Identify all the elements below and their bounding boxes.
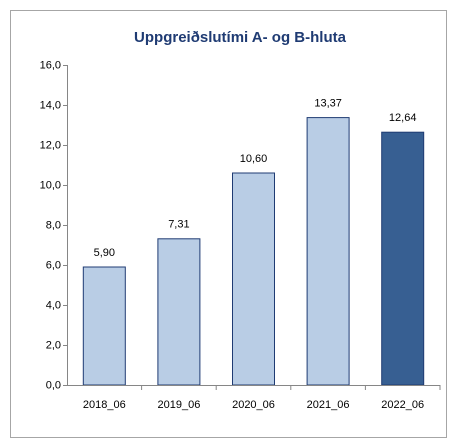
y-tick-label: 0,0 <box>46 379 61 391</box>
x-tick-label: 2020_06 <box>232 399 275 411</box>
x-tick-label: 2019_06 <box>157 399 200 411</box>
value-label: 10,60 <box>240 153 268 165</box>
bar <box>381 131 425 386</box>
value-label: 5,90 <box>94 247 115 259</box>
y-tick-label: 10,0 <box>40 179 61 191</box>
bar <box>306 117 350 386</box>
y-tick-label: 6,0 <box>46 259 61 271</box>
value-label: 13,37 <box>314 98 342 110</box>
x-tick-label: 2018_06 <box>83 399 126 411</box>
y-tick-label: 16,0 <box>40 59 61 71</box>
y-tick-label: 2,0 <box>46 339 61 351</box>
chart-frame <box>10 10 447 438</box>
value-label: 12,64 <box>389 112 417 124</box>
bar <box>157 238 201 386</box>
y-tick-label: 8,0 <box>46 219 61 231</box>
x-tick-label: 2021_06 <box>307 399 350 411</box>
x-tick-label: 2022_06 <box>381 399 424 411</box>
bar <box>232 172 275 386</box>
y-tick-label: 12,0 <box>40 139 61 151</box>
bar <box>82 266 126 386</box>
chart-title: Uppgreiðslutími A- og B-hluta <box>134 29 347 46</box>
y-tick-label: 14,0 <box>40 99 61 111</box>
value-label: 7,31 <box>168 219 189 231</box>
y-tick-label: 4,0 <box>46 299 61 311</box>
